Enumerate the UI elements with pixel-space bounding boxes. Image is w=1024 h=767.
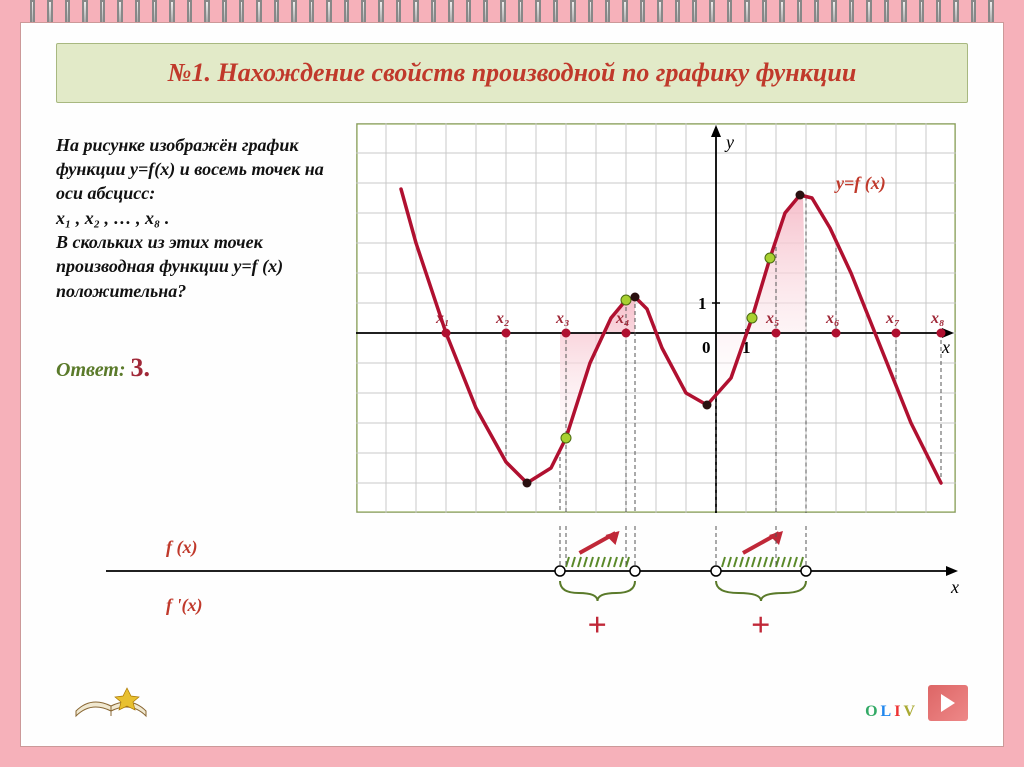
svg-text:y: y: [724, 132, 734, 152]
svg-text:x₆: x₆: [825, 310, 840, 327]
function-graph: xy011x₁x₂x₃x₄x₅x₆x₇x₈y=f (x): [356, 123, 956, 513]
svg-text:x₈: x₈: [930, 310, 945, 327]
svg-text:f (x): f (x): [166, 537, 197, 558]
page-title: №1. Нахождение свойств производной по гр…: [77, 56, 947, 90]
svg-text:x₃: x₃: [555, 310, 570, 327]
next-button[interactable]: [928, 685, 968, 721]
svg-text:1: 1: [698, 294, 707, 313]
number-line-strip: x f (x) f '(x) + +: [56, 526, 976, 646]
svg-text:x₇: x₇: [885, 310, 900, 327]
svg-text:x: x: [950, 577, 959, 597]
svg-text:y=f (x): y=f (x): [834, 173, 886, 194]
svg-text:x: x: [941, 337, 950, 357]
answer-line: Ответ: 3.: [56, 353, 346, 383]
problem-text: На рисунке изображён график функции y=f(…: [56, 133, 346, 303]
svg-text:0: 0: [702, 338, 711, 357]
svg-text:f '(x): f '(x): [166, 595, 202, 616]
svg-text:x₅: x₅: [765, 310, 780, 327]
book-icon: [71, 666, 151, 726]
svg-text:x₂: x₂: [495, 310, 510, 327]
title-panel: №1. Нахождение свойств производной по гр…: [56, 43, 968, 103]
logo: OLIV: [865, 703, 918, 721]
svg-text:+: +: [588, 607, 607, 644]
svg-text:+: +: [751, 607, 770, 644]
